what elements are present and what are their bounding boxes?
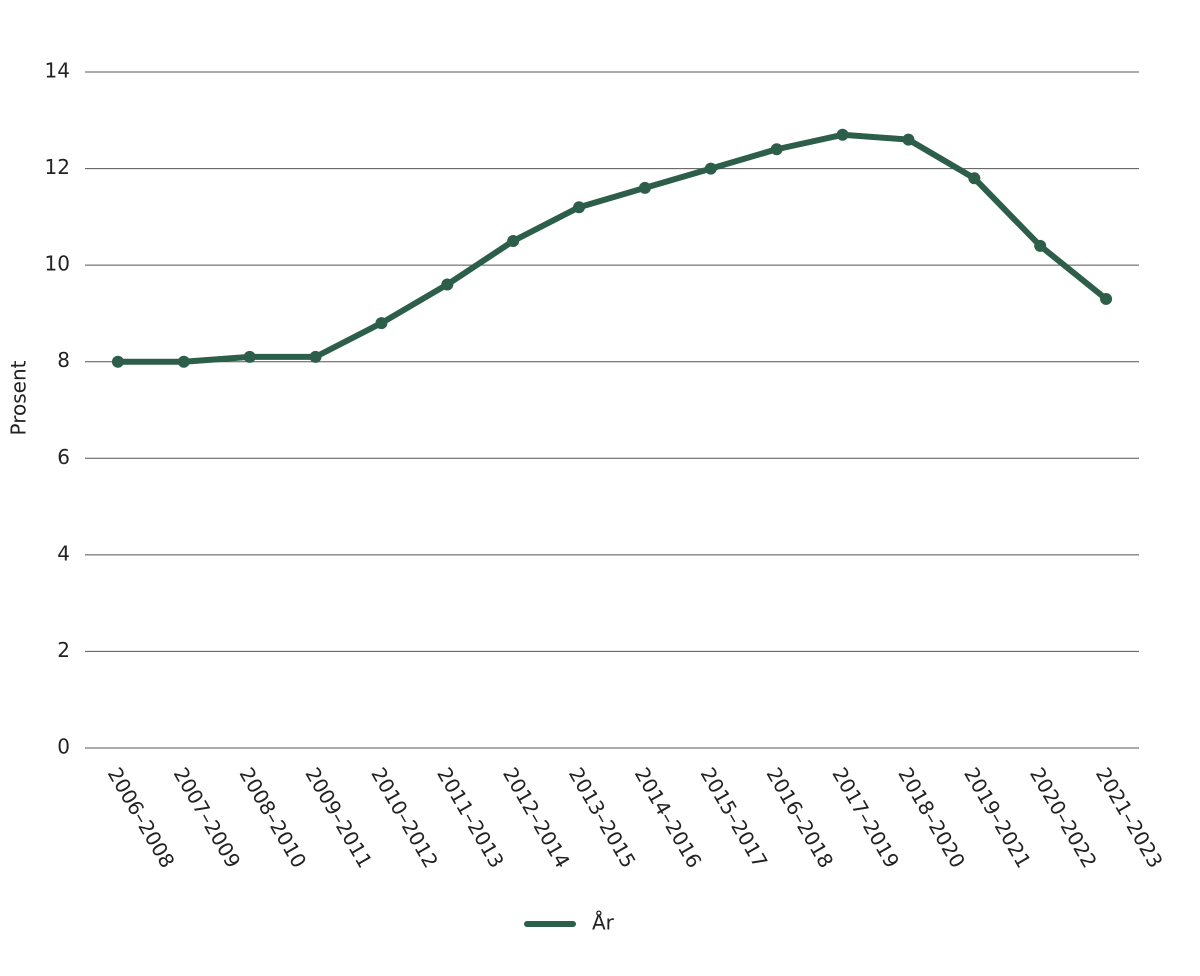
x-tick-label: 2014–2016 (630, 763, 707, 872)
y-tick-label: 6 (57, 445, 70, 469)
x-tick-label: 2013–2015 (564, 763, 641, 872)
y-tick-label: 10 (45, 252, 70, 276)
x-tick-label: 2012–2014 (498, 763, 575, 872)
y-tick-label: 12 (45, 155, 70, 179)
point (1100, 292, 1113, 305)
x-tick-label: 2010–2012 (366, 763, 443, 872)
point (375, 317, 388, 330)
x-tick-label: 2008–2010 (235, 763, 312, 872)
y-axis-label: Prosent (7, 360, 31, 435)
y-tick-label: 8 (57, 348, 70, 372)
point (638, 181, 651, 194)
line (117, 131, 1108, 365)
x-tick-label: 2016–2018 (762, 763, 839, 872)
point (968, 172, 981, 185)
point (243, 350, 256, 363)
y-tick-label: 2 (57, 638, 70, 662)
point (573, 201, 586, 214)
point (902, 133, 915, 146)
x-tick-label: 2018–2020 (893, 763, 970, 872)
point (111, 355, 124, 368)
x-tick-label: 2015–2017 (696, 763, 773, 872)
x-tick-label: 2009–2011 (300, 763, 377, 872)
point (1034, 239, 1047, 252)
x-tick-label: 2006–2008 (103, 763, 180, 872)
point (309, 350, 322, 363)
legend-label: År (592, 911, 615, 935)
x-tick-label: 2019–2021 (959, 763, 1036, 872)
x-tick-label: 2017–2019 (827, 763, 904, 872)
y-tick-label: 14 (45, 59, 70, 83)
x-tick-label: 2021–2023 (1091, 763, 1168, 872)
point (704, 162, 717, 175)
point (177, 355, 190, 368)
y-tick-label: 0 (57, 735, 70, 759)
point (836, 128, 849, 141)
point (507, 235, 520, 247)
y-tick-label: 4 (57, 541, 70, 565)
x-tick-label: 2020–2022 (1025, 763, 1102, 872)
point (441, 278, 454, 291)
x-tick-label: 2007–2009 (169, 763, 246, 872)
x-tick-label: 2011–2013 (432, 763, 509, 872)
point (770, 143, 783, 156)
